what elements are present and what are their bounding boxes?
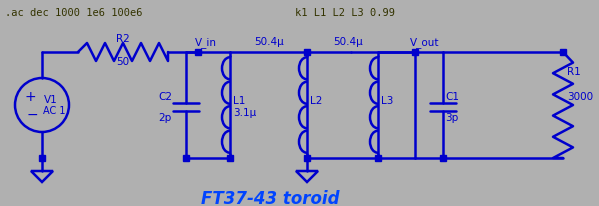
- Text: L1: L1: [233, 96, 246, 106]
- Text: V_out: V_out: [410, 37, 440, 48]
- Text: L3: L3: [381, 96, 394, 106]
- Text: 3000: 3000: [567, 92, 593, 102]
- Text: +: +: [24, 90, 36, 104]
- Text: C1: C1: [445, 92, 459, 102]
- Text: −: −: [26, 108, 38, 122]
- Text: C2: C2: [158, 92, 172, 102]
- Text: V_in: V_in: [195, 37, 217, 48]
- Text: 50.4μ: 50.4μ: [333, 37, 363, 47]
- Text: FT37-43 toroid: FT37-43 toroid: [201, 190, 339, 206]
- Text: .ac dec 1000 1e6 100e6: .ac dec 1000 1e6 100e6: [5, 8, 143, 18]
- Text: AC 1: AC 1: [43, 106, 65, 116]
- Text: 50.4μ: 50.4μ: [254, 37, 284, 47]
- Text: R2: R2: [116, 34, 130, 44]
- Text: 3p: 3p: [445, 113, 458, 123]
- Text: 2p: 2p: [158, 113, 171, 123]
- Text: L2: L2: [310, 96, 322, 106]
- Text: R1: R1: [567, 67, 581, 77]
- Text: 50: 50: [116, 57, 129, 67]
- Text: k1 L1 L2 L3 0.99: k1 L1 L2 L3 0.99: [295, 8, 395, 18]
- Text: 3.1μ: 3.1μ: [233, 108, 256, 118]
- Text: V1: V1: [44, 95, 58, 105]
